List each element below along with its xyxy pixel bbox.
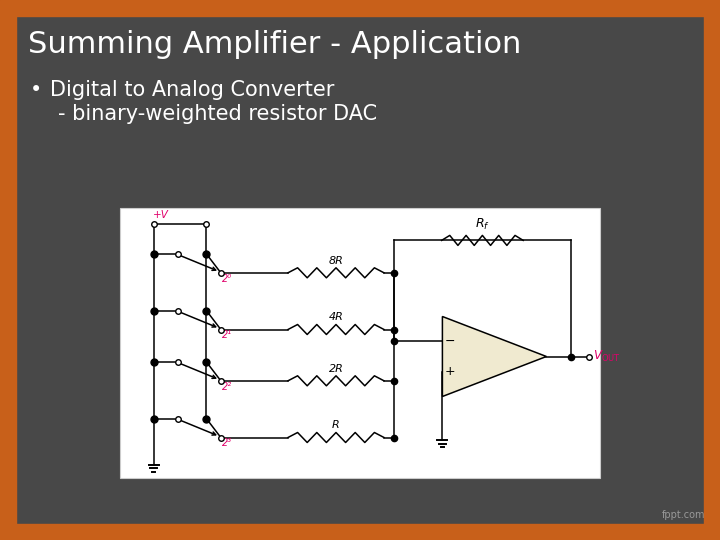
Text: $V_{\rm OUT}$: $V_{\rm OUT}$ [593, 349, 621, 364]
Text: •: • [30, 80, 42, 100]
Text: 4R: 4R [328, 313, 343, 322]
Text: 2³: 2³ [222, 438, 232, 449]
Text: 2R: 2R [328, 364, 343, 374]
Text: 2⁰: 2⁰ [222, 274, 232, 284]
Bar [0, 0, 16, 540]
Bar [0, 524, 720, 540]
Text: Digital to Analog Converter: Digital to Analog Converter [50, 80, 334, 100]
Text: fppt.com: fppt.com [662, 510, 705, 520]
Bar [0, 0, 720, 16]
Text: $R_f$: $R_f$ [475, 217, 490, 232]
Text: R: R [332, 421, 340, 430]
Text: Summing Amplifier - Application: Summing Amplifier - Application [28, 30, 521, 59]
Text: +V: +V [153, 210, 168, 219]
Text: −: − [445, 335, 456, 348]
Text: 2²: 2² [222, 382, 232, 392]
Polygon shape [442, 316, 546, 396]
Bar [704, 0, 720, 540]
Text: 2¹: 2¹ [222, 330, 232, 341]
Text: - binary-weighted resistor DAC: - binary-weighted resistor DAC [58, 104, 377, 124]
Text: 8R: 8R [328, 256, 343, 266]
Text: +: + [445, 365, 456, 378]
Bar [120, 208, 600, 478]
